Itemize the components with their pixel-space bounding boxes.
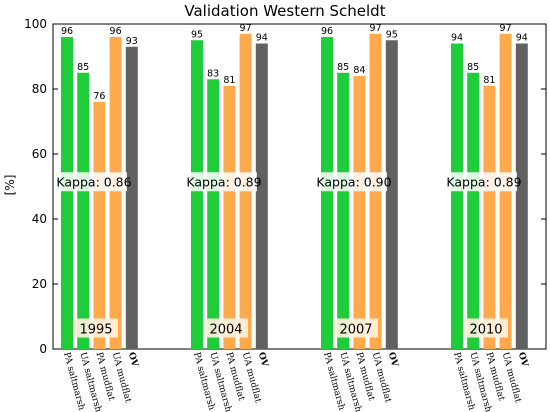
year-box xyxy=(204,318,248,338)
bar xyxy=(499,33,512,349)
y-tick-label: 40 xyxy=(32,212,47,226)
bar xyxy=(369,33,382,349)
bar xyxy=(353,76,366,349)
bar-value-label: 97 xyxy=(240,23,252,34)
bar xyxy=(451,43,463,349)
kappa-box xyxy=(451,172,517,192)
year-label: 2007 xyxy=(339,323,372,338)
year-box xyxy=(334,318,378,338)
bar xyxy=(385,40,398,349)
bar-value-label: 81 xyxy=(483,75,495,86)
chart-title: Validation Western Scheldt xyxy=(184,2,385,20)
y-tick-label: 80 xyxy=(32,82,47,96)
bar-value-label: 97 xyxy=(500,23,512,34)
y-tick-label: 60 xyxy=(32,147,47,161)
y-tick-label: 0 xyxy=(39,342,47,356)
bar-value-label: 85 xyxy=(337,62,349,73)
bar xyxy=(483,85,496,349)
bar xyxy=(125,46,138,349)
bar xyxy=(191,40,203,349)
bar xyxy=(207,79,220,349)
bar xyxy=(239,33,252,349)
kappa-label: Kappa: 0.86 xyxy=(56,174,131,189)
bar-value-label: 85 xyxy=(467,62,479,73)
bar xyxy=(515,43,528,349)
bar xyxy=(321,37,333,349)
year-label: 2010 xyxy=(469,323,502,338)
bar xyxy=(223,85,236,349)
y-tick-label: 20 xyxy=(32,277,47,291)
bar-value-label: 97 xyxy=(370,23,382,34)
bar-value-label: 81 xyxy=(223,75,235,86)
bar-value-label: 76 xyxy=(93,91,105,102)
x-category-label: OV xyxy=(256,351,270,369)
year-box xyxy=(464,318,508,338)
bar xyxy=(109,37,122,349)
y-axis-label: [%] xyxy=(3,175,17,196)
kappa-box xyxy=(191,172,257,192)
bar xyxy=(467,72,480,349)
bar xyxy=(337,72,350,349)
bar-value-label: 93 xyxy=(126,36,138,47)
bar-value-label: 83 xyxy=(207,68,219,79)
bar xyxy=(93,102,106,349)
y-tick-label: 100 xyxy=(24,17,47,31)
bar xyxy=(77,72,90,349)
bar-value-label: 85 xyxy=(77,62,89,73)
bar-value-label: 96 xyxy=(110,26,122,37)
bar-value-label: 94 xyxy=(516,33,528,44)
kappa-label: Kappa: 0.89 xyxy=(446,174,521,189)
x-category-label: OV xyxy=(516,351,530,369)
bar xyxy=(61,37,73,349)
year-label: 2004 xyxy=(209,323,242,338)
year-box xyxy=(74,318,118,338)
bar-value-label: 94 xyxy=(451,33,463,44)
year-label: 1995 xyxy=(79,323,112,338)
kappa-label: Kappa: 0.90 xyxy=(316,174,391,189)
kappa-box xyxy=(61,172,127,192)
kappa-label: Kappa: 0.89 xyxy=(186,174,261,189)
plot-frame xyxy=(52,23,547,350)
x-category-label: OV xyxy=(386,351,400,369)
bar-value-label: 94 xyxy=(256,33,268,44)
kappa-box xyxy=(321,172,387,192)
bar-value-label: 96 xyxy=(321,26,333,37)
bar xyxy=(255,43,268,349)
bar-value-label: 96 xyxy=(61,26,73,37)
bar-value-label: 95 xyxy=(191,29,203,40)
bar-value-label: 95 xyxy=(386,29,398,40)
x-category-label: OV xyxy=(126,351,140,369)
bar-value-label: 84 xyxy=(353,65,365,76)
